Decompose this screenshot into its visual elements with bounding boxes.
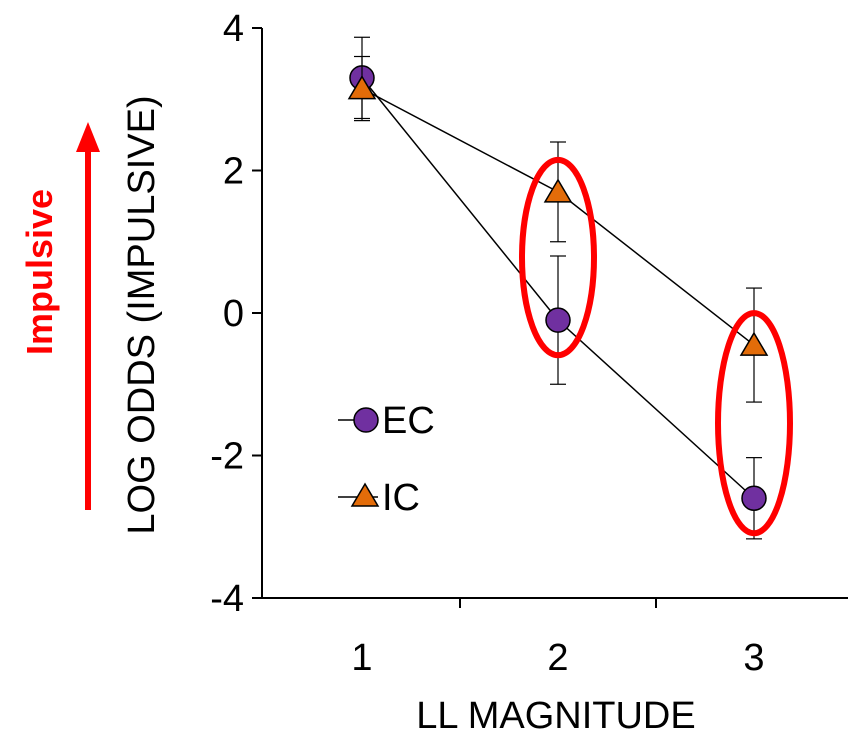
impulsive-label: Impulsive: [19, 189, 60, 355]
highlights: [519, 156, 793, 537]
data-point-ic: [739, 331, 769, 356]
data-point-ec: [545, 307, 571, 333]
y-tick-label: 2: [223, 151, 244, 193]
impulsive-annotation: Impulsive: [19, 122, 100, 510]
y-tick-label: -4: [210, 578, 244, 620]
legend-ic-label: IC: [382, 477, 420, 519]
highlight-ellipse: [519, 156, 597, 359]
y-axis-title: LOG ODDS (IMPULSIVE): [121, 95, 163, 534]
legend-item-ic: IC: [338, 477, 420, 519]
x-tick-label: 2: [547, 637, 568, 679]
y-tick-label: 4: [223, 8, 244, 50]
y-tick-label: -2: [210, 436, 244, 478]
legend-ic-marker: [350, 482, 380, 507]
x-axis-title: LL MAGNITUDE: [416, 695, 695, 737]
legend-item-ec: EC: [338, 400, 435, 442]
data-point-ic: [347, 75, 377, 100]
impulsive-arrow-head: [76, 122, 100, 152]
legend-ec-marker: [353, 407, 379, 433]
legend: EC IC: [338, 400, 435, 519]
highlight-ellipse: [715, 310, 793, 537]
series-ic: [347, 55, 769, 403]
legend-ec-label: EC: [382, 400, 435, 442]
data-point-ec: [741, 485, 767, 511]
x-tick-label: 3: [743, 637, 764, 679]
axes: 4 2 0 -2 -4 1 2 3: [210, 8, 848, 679]
data-point-ic: [543, 178, 573, 203]
y-tick-label: 0: [223, 293, 244, 335]
x-tick-label: 1: [351, 637, 372, 679]
series-ec: [349, 36, 767, 540]
series-layer: [347, 36, 769, 540]
